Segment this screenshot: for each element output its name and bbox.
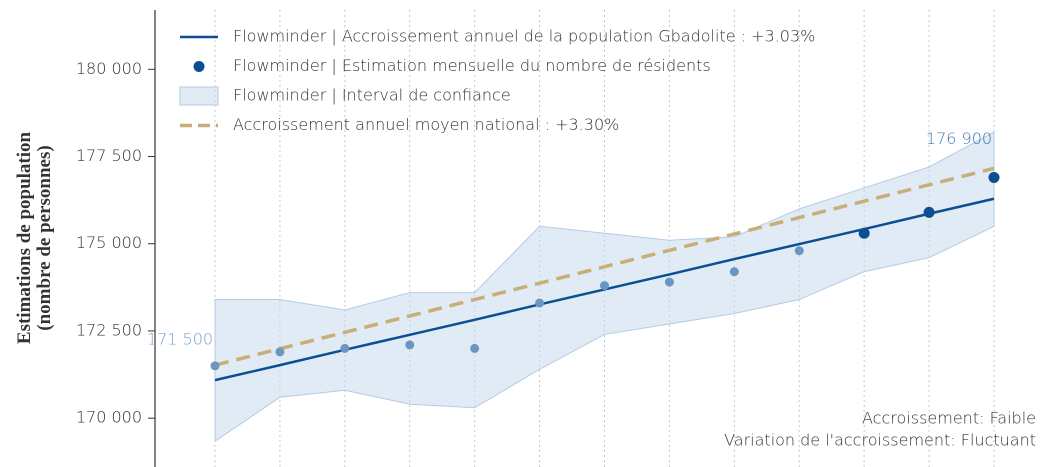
data-label: 171 500 [147,329,213,348]
point [405,340,415,350]
point [988,171,1000,183]
y-axis-label-line: (nombre de personnes) [34,145,55,330]
y-tick-label: 175 000 [76,233,142,252]
point [729,267,739,277]
dashed-line [214,166,995,367]
point [664,277,674,287]
y-axis-label: Estimations de population(nombre de pers… [14,131,55,344]
annotation: Accroissement: Faible [862,409,1036,428]
y-tick-label: 170 000 [76,408,142,427]
legend-label: Accroissement annuel moyen national : +3… [233,115,619,134]
point [794,246,804,256]
point [600,281,609,291]
legend-label: Flowminder | Accroissement annuel de la … [233,27,815,46]
data-label: 176 900 [926,129,992,148]
y-tick-label: 177 500 [76,146,142,165]
point [275,347,285,357]
legend-swatch [193,61,205,72]
y-tick-label: 172 500 [76,320,142,339]
point [535,298,545,308]
y-tick-label: 180 000 [76,59,142,78]
point [340,343,350,353]
point [470,343,480,353]
point [858,227,870,239]
y-axis-label-line: Estimations de population [14,131,35,344]
legend-label: Flowminder | Estimation mensuelle du nom… [233,56,711,75]
legend-label: Flowminder | Interval de confiance [233,86,511,105]
annotation: Variation de l'accroissement: Fluctuant [724,431,1036,450]
point [210,361,220,371]
legend-swatch [179,86,219,106]
point [923,206,935,218]
